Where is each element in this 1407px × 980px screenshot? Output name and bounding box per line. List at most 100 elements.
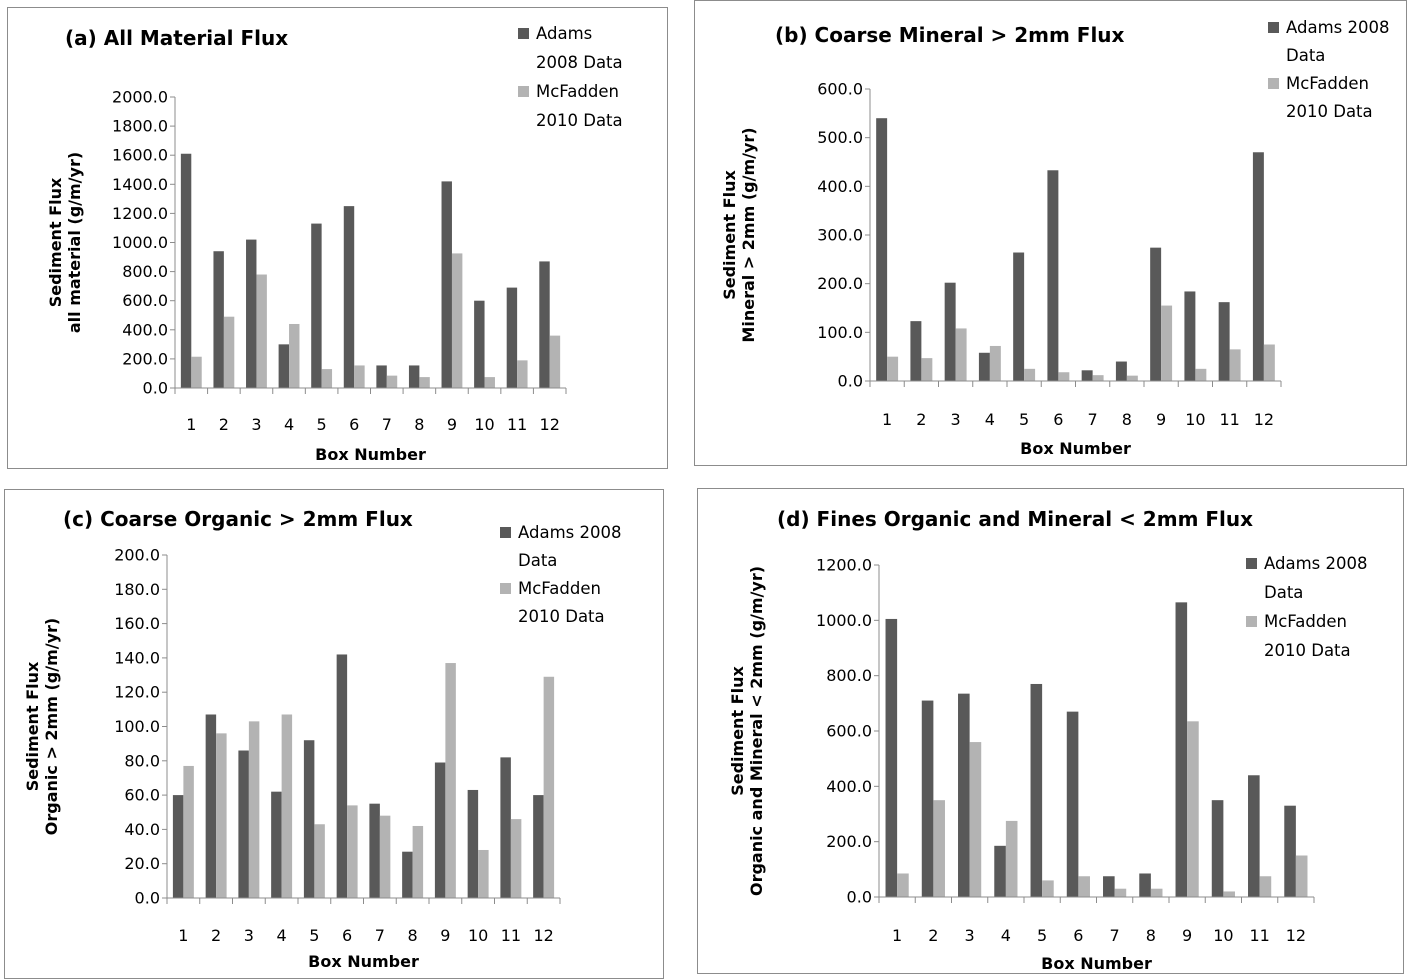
y-axis-label-line-1: Sediment Flux (728, 666, 747, 796)
x-tick-label: 6 (342, 926, 352, 945)
x-tick-label: 12 (540, 415, 560, 434)
x-tick-label: 1 (892, 926, 902, 945)
x-tick-label: 9 (1156, 410, 1166, 429)
mcfadden-legend-label: 2010 Data (1264, 641, 1351, 660)
mcfadden-bar-12 (1295, 855, 1308, 897)
mcfadden-bar-10 (478, 849, 489, 898)
chart-title: (a) All Material Flux (65, 26, 288, 50)
mcfadden-bar-8 (1150, 888, 1163, 897)
y-tick-label: 500.0 (817, 128, 863, 147)
mcfadden-bar-2 (223, 316, 235, 388)
adams-legend-label: Adams 2008 (1286, 18, 1390, 37)
x-tick-label: 4 (284, 415, 294, 434)
adams-legend-label: Adams 2008 (518, 523, 622, 542)
adams-legend-swatch (1268, 22, 1279, 33)
adams-bar-8 (408, 365, 420, 388)
y-tick-label: 180.0 (114, 580, 160, 599)
chart-title: (c) Coarse Organic > 2mm Flux (63, 507, 413, 531)
x-tick-label: 9 (447, 415, 457, 434)
y-tick-label: 200.0 (826, 832, 872, 851)
mcfadden-bar-3 (256, 274, 267, 388)
mcfadden-bar-7 (379, 815, 391, 898)
y-tick-label: 0.0 (135, 889, 160, 908)
y-axis-label-line-1: Sediment Flux (720, 170, 739, 300)
chart-d: (d) Fines Organic and Mineral < 2mm Flux… (728, 507, 1368, 973)
chart-title: (b) Coarse Mineral > 2mm Flux (775, 23, 1125, 47)
x-tick-label: 5 (1037, 926, 1047, 945)
x-tick-label: 11 (501, 926, 521, 945)
mcfadden-bar-10 (1195, 368, 1207, 381)
adams-bar-10 (474, 300, 485, 388)
mcfadden-bar-7 (1114, 888, 1127, 897)
mcfadden-bar-10 (484, 377, 495, 388)
x-tick-label: 11 (507, 415, 527, 434)
adams-bar-12 (533, 795, 544, 898)
x-tick-label: 2 (928, 926, 938, 945)
y-tick-label: 120.0 (114, 683, 160, 702)
mcfadden-legend-swatch (1246, 616, 1257, 627)
y-axis-label-line-1: Sediment Flux (46, 177, 65, 307)
mcfadden-bar-6 (1078, 876, 1090, 897)
adams-bar-5 (311, 223, 322, 388)
x-tick-label: 9 (1182, 926, 1192, 945)
x-tick-label: 7 (1088, 410, 1098, 429)
mcfadden-bar-4 (281, 714, 293, 898)
x-tick-label: 10 (1213, 926, 1233, 945)
adams-legend-swatch (1246, 558, 1257, 569)
mcfadden-bar-1 (887, 356, 899, 381)
adams-bar-11 (506, 287, 518, 388)
mcfadden-bar-7 (1092, 375, 1104, 381)
chart-a: (a) All Material Flux Sediment Flux all ma… (46, 24, 623, 464)
mcfadden-bar-11 (510, 819, 522, 898)
y-axis-label-line-2: Organic and Mineral < 2mm (g/m/yr) (747, 566, 766, 896)
adams-bar-3 (958, 693, 970, 897)
x-tick-label: 3 (251, 415, 261, 434)
x-tick-label: 5 (309, 926, 319, 945)
x-tick-label: 3 (244, 926, 254, 945)
y-tick-label: 0.0 (143, 379, 168, 398)
y-tick-label: 1600.0 (112, 146, 168, 165)
y-tick-label: 1000.0 (112, 233, 168, 252)
mcfadden-bar-9 (1187, 721, 1199, 897)
chart-c: (c) Coarse Organic > 2mm Flux Sediment Fl… (23, 507, 622, 971)
x-tick-label: 4 (277, 926, 287, 945)
adams-bar-9 (441, 181, 452, 388)
mcfadden-bar-8 (412, 825, 424, 898)
adams-bar-2 (213, 251, 224, 388)
y-tick-label: 1400.0 (112, 175, 168, 194)
adams-bar-6 (1066, 711, 1079, 897)
adams-bar-11 (500, 757, 511, 898)
x-tick-label: 8 (414, 415, 424, 434)
adams-legend-label: 2008 Data (536, 53, 623, 72)
x-tick-label: 12 (1254, 410, 1274, 429)
adams-bar-8 (1115, 361, 1127, 381)
chart-panel-c: (c) Coarse Organic > 2mm Flux Sediment Fl… (4, 489, 664, 979)
adams-legend-label: Data (1264, 583, 1303, 602)
y-axis-label-line-2: Organic > 2mm (g/m/yr) (42, 618, 61, 835)
x-tick-label: 9 (440, 926, 450, 945)
y-tick-label: 160.0 (114, 614, 160, 633)
y-tick-label: 200.0 (114, 546, 160, 565)
mcfadden-bar-7 (386, 375, 398, 388)
x-tick-label: 1 (178, 926, 188, 945)
adams-bar-8 (1139, 873, 1151, 897)
adams-bar-5 (1013, 252, 1025, 381)
adams-bar-11 (1218, 302, 1230, 381)
chart-title: (d) Fines Organic and Mineral < 2mm Flux (777, 507, 1253, 531)
mcfadden-bar-3 (955, 328, 967, 381)
adams-bar-9 (1150, 247, 1162, 381)
x-tick-label: 2 (916, 410, 926, 429)
adams-bar-12 (1284, 805, 1296, 897)
x-tick-label: 4 (1001, 926, 1011, 945)
y-tick-label: 1800.0 (112, 117, 168, 136)
mcfadden-bar-12 (549, 335, 561, 388)
y-tick-label: 600.0 (122, 291, 168, 310)
mcfadden-bar-1 (191, 356, 202, 388)
mcfadden-bar-6 (1058, 372, 1070, 381)
mcfadden-bar-10 (1223, 891, 1235, 897)
x-axis-label: Box Number (1041, 954, 1152, 973)
adams-bar-5 (1030, 683, 1043, 897)
adams-bar-12 (539, 261, 550, 388)
x-tick-label: 10 (474, 415, 494, 434)
y-tick-label: 0.0 (838, 372, 863, 391)
